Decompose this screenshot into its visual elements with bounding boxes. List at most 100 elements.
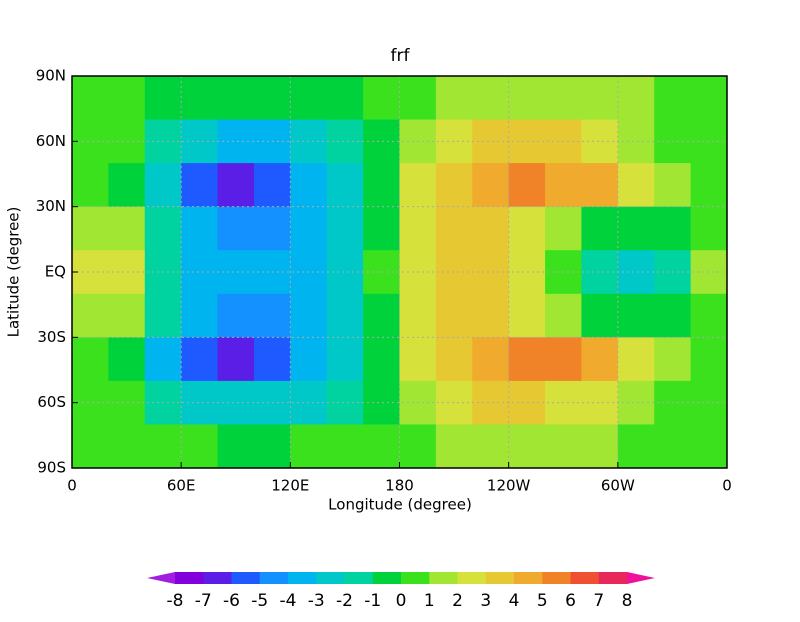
field-cell [617, 163, 655, 208]
y-tick-label: 60N [36, 132, 66, 150]
colorbar-box [457, 572, 487, 584]
y-tick-label: 30N [36, 197, 66, 215]
field-cell [581, 337, 619, 382]
field-cell [472, 76, 510, 121]
colorbar-label: -4 [280, 591, 297, 611]
colorbar-label: 7 [593, 591, 604, 611]
field-cell [181, 76, 219, 121]
field-cell [326, 424, 364, 469]
field-cell [545, 76, 582, 121]
field-cell [181, 293, 219, 338]
field-cell [181, 337, 219, 382]
field-cell [399, 293, 437, 338]
y-tick-label: 90S [37, 459, 66, 477]
y-tick-label: 90N [36, 67, 66, 85]
colorbar-box [259, 572, 289, 584]
field-cell [72, 206, 109, 251]
field-cell [326, 76, 364, 121]
y-tick-label: 30S [37, 328, 66, 346]
field-cell [617, 293, 655, 338]
field-cell [435, 293, 473, 338]
field-cell [435, 337, 473, 382]
colorbar-box [485, 572, 515, 584]
field-cell [435, 206, 473, 251]
field-cell [654, 206, 692, 251]
field-cell [253, 76, 291, 121]
x-axis-label: Longitude (degree) [328, 496, 472, 514]
field-cell [435, 76, 473, 121]
field-cell [472, 206, 510, 251]
field-cell [508, 424, 546, 469]
field-cell [326, 293, 364, 338]
field-cell [144, 424, 182, 469]
field-cell [581, 76, 619, 121]
field-cell [253, 206, 291, 251]
y-axis-label: Latitude (degree) [5, 207, 23, 338]
field-cell [290, 206, 328, 251]
field-cell [617, 337, 655, 382]
field-cell [581, 206, 619, 251]
colorbar-label: -7 [195, 591, 212, 611]
field-cell [217, 163, 255, 208]
field-cell [108, 380, 146, 425]
field-cell [690, 119, 728, 164]
field-cell [108, 337, 146, 382]
field-cell [181, 163, 219, 208]
field-cell [508, 337, 546, 382]
field-cell [253, 424, 291, 469]
colorbar-label: 1 [424, 591, 435, 611]
field-cell [253, 293, 291, 338]
colorbar-label: 4 [509, 591, 520, 611]
field-cell [545, 337, 582, 382]
field-cell [435, 163, 473, 208]
colorbar-box [598, 572, 628, 584]
field-cell [617, 424, 655, 469]
colorbar-label: 8 [622, 591, 633, 611]
field-cell [472, 337, 510, 382]
colorbar-box [570, 572, 600, 584]
y-tick-label: EQ [45, 263, 66, 281]
field-cell [508, 293, 546, 338]
colorbar-label: -2 [336, 591, 353, 611]
field-cell [654, 337, 692, 382]
colorbar-label: 3 [480, 591, 491, 611]
field-cell [108, 250, 146, 295]
colorbar-box [344, 572, 374, 584]
field-cell [508, 76, 546, 121]
colorbar-label: -1 [364, 591, 381, 611]
field-cell [435, 424, 473, 469]
field-cell [690, 293, 728, 338]
x-tick-label: 0 [67, 477, 77, 495]
x-tick-label: 180 [385, 477, 414, 495]
field-cell [508, 163, 546, 208]
field-cell [290, 337, 328, 382]
x-tick-label: 120W [487, 477, 531, 495]
field-cell [617, 206, 655, 251]
field-cell [72, 337, 109, 382]
field-cell [690, 206, 728, 251]
colorbar-under [147, 572, 175, 584]
field-cell [545, 206, 582, 251]
field-cell [363, 424, 400, 469]
field-cell [217, 293, 255, 338]
field-cell [690, 250, 728, 295]
colorbar-label: 0 [396, 591, 407, 611]
field-cell [217, 76, 255, 121]
field-cell [617, 76, 655, 121]
field-cell [108, 76, 146, 121]
field-cell [144, 206, 182, 251]
field-cell [144, 293, 182, 338]
y-tick-label: 60S [37, 393, 66, 411]
field-cell [108, 424, 146, 469]
field-cell [363, 337, 400, 382]
field-cell [253, 163, 291, 208]
field-cell [72, 293, 109, 338]
field-cell [508, 206, 546, 251]
field-cell [472, 163, 510, 208]
field-cell [144, 163, 182, 208]
field-cell [654, 76, 692, 121]
colorbar-box [316, 572, 345, 584]
field-cell [253, 337, 291, 382]
field-cell [654, 293, 692, 338]
